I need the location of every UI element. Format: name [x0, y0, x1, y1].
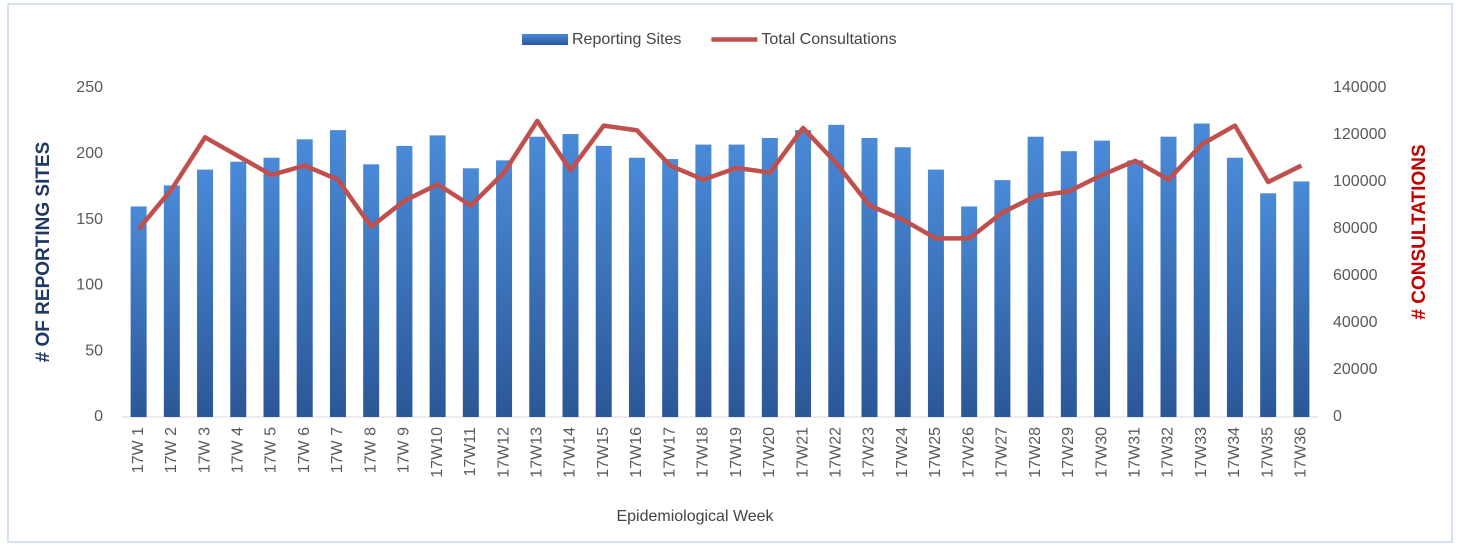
bar [496, 160, 513, 417]
y2-tick-label: 60000 [1333, 267, 1378, 284]
bar [927, 169, 944, 417]
y2-tick-label: 0 [1333, 408, 1342, 425]
y2-tick-label: 120000 [1333, 126, 1386, 143]
bar [961, 206, 978, 417]
y2-tick-label: 80000 [1333, 220, 1378, 237]
bar [1027, 136, 1044, 417]
bar [396, 145, 413, 418]
bar [163, 185, 180, 417]
bar [1260, 193, 1277, 417]
y2-tick-label: 100000 [1333, 173, 1386, 190]
x-tick-label: 17W29 [1060, 427, 1077, 478]
x-tick-label: 17W26 [960, 427, 977, 478]
bar [296, 139, 313, 417]
x-tick-label: 17W 5 [263, 427, 280, 473]
x-tick-label: 17W13 [528, 427, 545, 478]
bar [230, 161, 247, 417]
y-tick-label: 250 [76, 79, 103, 96]
legend-label: Total Consultations [761, 31, 896, 48]
x-tick-label: 17W36 [1293, 427, 1310, 478]
x-tick-label: 17W18 [695, 427, 712, 478]
x-tick-label: 17W30 [1093, 427, 1110, 478]
bar [1226, 157, 1243, 418]
x-tick-label: 17W 4 [229, 427, 246, 473]
x-tick-label: 17W15 [595, 427, 612, 478]
bar [662, 159, 679, 417]
bar [994, 180, 1011, 417]
y2-tick-label: 20000 [1333, 361, 1378, 378]
bar [429, 135, 446, 417]
x-tick-label: 17W35 [1259, 427, 1276, 478]
bar [263, 157, 280, 418]
x-tick-label: 17W17 [661, 427, 678, 478]
bar [462, 168, 479, 417]
bar [1127, 160, 1144, 417]
x-tick-label: 17W32 [1160, 427, 1177, 478]
x-axis-label: Epidemiological Week [616, 508, 774, 525]
bar [1160, 136, 1177, 417]
x-tick-label: 17W 8 [362, 427, 379, 473]
bar [894, 147, 911, 417]
bar [1193, 123, 1210, 418]
x-tick-label: 17W 9 [396, 427, 413, 473]
x-tick-label: 17W 1 [130, 427, 147, 473]
x-tick-label: 17W 6 [296, 427, 313, 473]
bar [1094, 140, 1111, 417]
x-tick-label: 17W 7 [329, 427, 346, 473]
x-tick-label: 17W10 [429, 427, 446, 478]
y2-axis-label: # CONSULTATIONS [1409, 144, 1430, 319]
x-tick-label: 17W21 [794, 427, 811, 478]
legend-swatch [522, 34, 568, 45]
bar [628, 157, 645, 418]
bar [562, 134, 579, 417]
x-tick-label: 17W20 [761, 427, 778, 478]
x-tick-label: 17W28 [1027, 427, 1044, 478]
x-tick-label: 17W14 [562, 427, 579, 478]
bar [795, 130, 812, 417]
y-tick-label: 150 [76, 211, 103, 228]
bar [695, 144, 712, 417]
x-tick-label: 17W23 [861, 427, 878, 478]
y-axis-label: # OF REPORTING SITES [33, 142, 54, 363]
y-tick-label: 200 [76, 145, 103, 162]
legend-label: Reporting Sites [572, 31, 681, 48]
bar [329, 130, 346, 417]
bar [728, 144, 745, 417]
x-tick-label: 17W34 [1226, 427, 1243, 478]
x-tick-label: 17W11 [462, 427, 479, 477]
bar [1293, 181, 1310, 417]
x-tick-label: 17W31 [1126, 427, 1143, 478]
bar [197, 169, 214, 417]
x-tick-label: 17W16 [628, 427, 645, 478]
x-tick-label: 17W 3 [196, 427, 213, 473]
x-tick-label: 17W19 [728, 427, 745, 478]
y-tick-label: 0 [94, 408, 103, 425]
bar [861, 138, 878, 417]
bar [529, 136, 546, 417]
line-series [136, 118, 1303, 241]
bar [761, 138, 778, 417]
bar [130, 206, 147, 417]
x-tick-label: 17W25 [927, 427, 944, 478]
x-tick-label: 17W 2 [163, 427, 180, 473]
x-tick-label: 17W12 [495, 427, 512, 478]
bar [363, 164, 380, 417]
bar [1060, 151, 1077, 417]
y-tick-label: 100 [76, 277, 103, 294]
y2-tick-label: 40000 [1333, 314, 1378, 331]
bar [828, 124, 845, 418]
y-tick-label: 50 [85, 342, 103, 359]
x-tick-label: 17W24 [894, 427, 911, 478]
y2-tick-label: 140000 [1333, 79, 1386, 96]
x-tick-label: 17W22 [827, 427, 844, 478]
x-tick-label: 17W33 [1193, 427, 1210, 478]
bar [595, 145, 612, 418]
x-tick-label: 17W27 [994, 427, 1011, 478]
